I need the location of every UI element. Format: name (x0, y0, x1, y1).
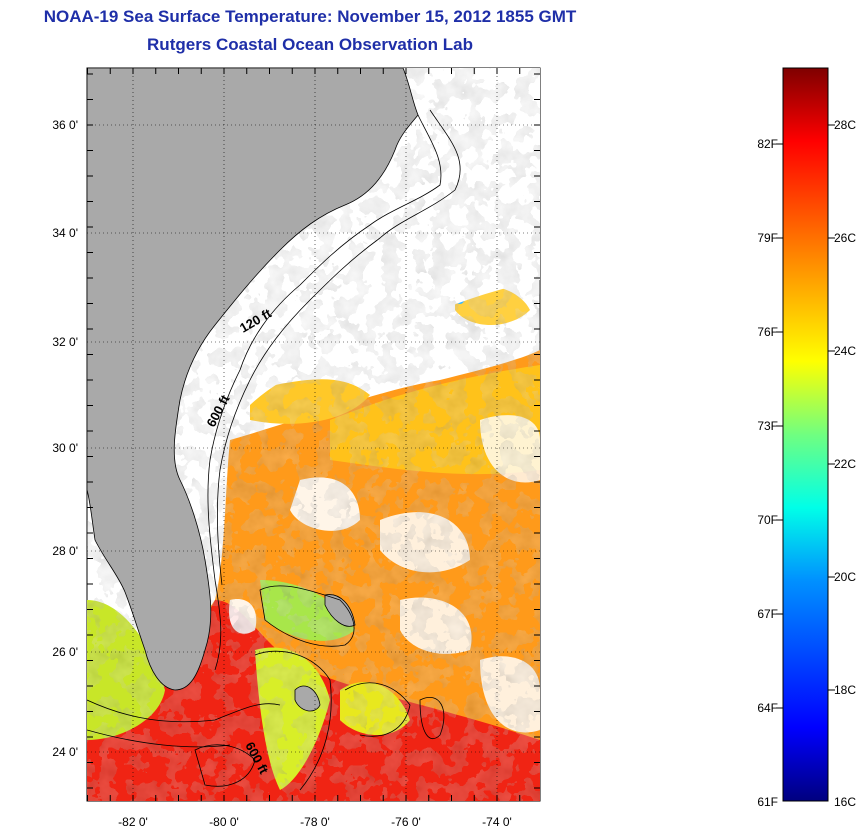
colorbar-f-label: 67F (757, 607, 778, 621)
axis-ticks (87, 68, 540, 801)
colorbar-c-label: 20C (834, 570, 856, 584)
lon-label: -76 0' (391, 815, 421, 829)
land-mass (87, 68, 419, 691)
lon-label: -78 0' (300, 815, 330, 829)
colorbar-f-label: 82F (757, 137, 778, 151)
lon-label: -74 0' (482, 815, 512, 829)
colorbar-f-label: 76F (757, 325, 778, 339)
colorbar-c-label: 24C (834, 344, 856, 358)
colorbar-f-label: 79F (757, 231, 778, 245)
lat-label: 24 0' (52, 745, 78, 759)
depth-contours (87, 109, 461, 791)
colorbar-f-label: 64F (757, 701, 778, 715)
lat-label: 36 0' (52, 118, 78, 132)
bahamas-island (324, 594, 356, 627)
lat-label: 28 0' (52, 544, 78, 558)
colorbar-c-label: 18C (834, 683, 856, 697)
map-title: NOAA-19 Sea Surface Temperature: Novembe… (43, 7, 577, 26)
colorbar-f-label: 61F (757, 795, 778, 809)
colorbar-ticks (776, 124, 835, 709)
colorbar-c-label: 22C (834, 457, 856, 471)
lat-label: 26 0' (52, 645, 78, 659)
lon-label: -82 0' (118, 815, 148, 829)
lat-label: 32 0' (52, 335, 78, 349)
lat-label: 34 0' (52, 226, 78, 240)
colorbar-c-label: 26C (834, 231, 856, 245)
colorbar-c-label: 16C (834, 795, 856, 809)
colorbar (782, 67, 829, 802)
lat-label: 30 0' (52, 441, 78, 455)
lon-label: -80 0' (209, 815, 239, 829)
colorbar-f-label: 70F (757, 513, 778, 527)
map-subtitle: Rutgers Coastal Ocean Observation Lab (147, 35, 473, 54)
bahamas-island (294, 685, 321, 712)
colorbar-c-label: 28C (834, 118, 856, 132)
colorbar-f-label: 73F (757, 419, 778, 433)
